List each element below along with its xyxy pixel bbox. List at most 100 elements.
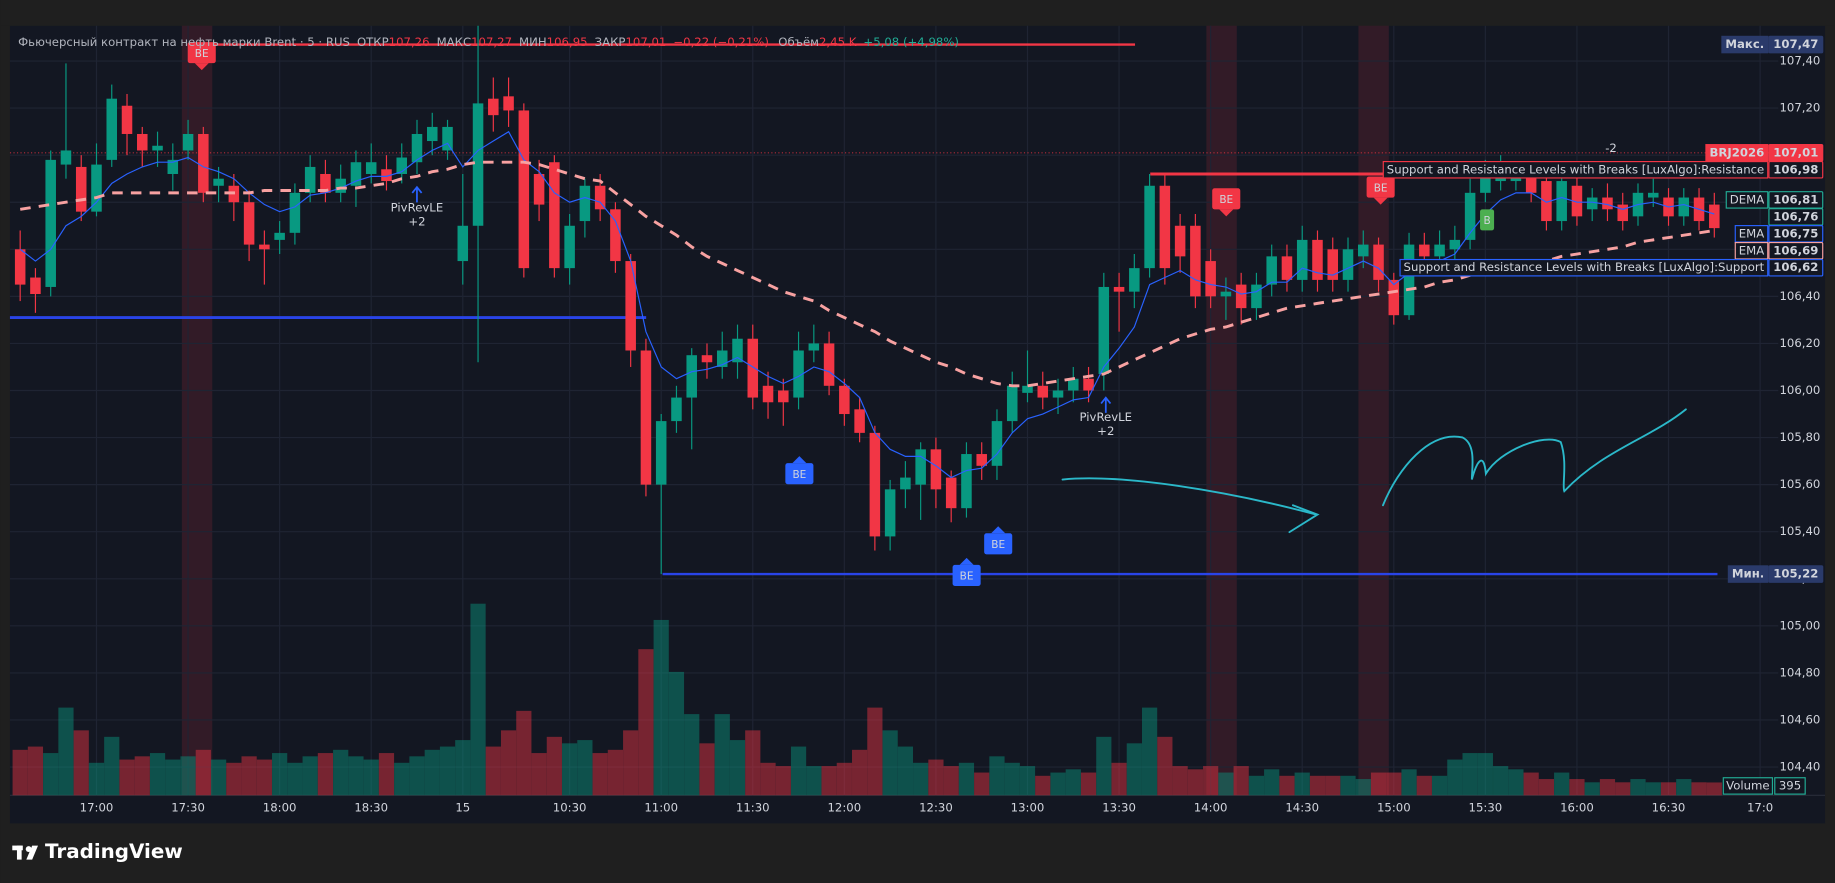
volume-label-box <box>1722 777 1774 795</box>
x-tick-label: 15 <box>455 801 470 815</box>
candle-body <box>839 385 850 415</box>
candle-body <box>381 169 392 182</box>
candle-body <box>655 421 667 485</box>
volume-bar <box>1691 782 1707 796</box>
signal-pointer <box>1373 197 1388 205</box>
candle-body <box>930 449 942 490</box>
signal-marker <box>785 463 814 485</box>
volume-bar <box>1340 775 1356 796</box>
candle-body <box>289 192 301 233</box>
volume-bar <box>1187 769 1203 796</box>
price-label-name: Support and Resistance Levels with Break… <box>1404 260 1765 274</box>
volume-bar <box>882 730 898 796</box>
candle-body <box>1144 185 1155 269</box>
candle-body <box>45 159 56 287</box>
candle-body <box>1022 385 1033 393</box>
candle-body <box>1098 286 1110 375</box>
candle-body <box>1266 256 1277 285</box>
volume-bar <box>134 756 150 796</box>
header-text: +5,08 (+4,98%) <box>863 35 959 49</box>
candle-body <box>533 173 545 205</box>
volume-bar <box>638 649 654 796</box>
signal-label: BE <box>960 571 974 583</box>
candle-body <box>488 98 499 116</box>
candle-body <box>1159 185 1171 269</box>
signal-marker <box>984 533 1013 555</box>
session-band <box>1206 25 1237 796</box>
volume-bar <box>516 710 532 796</box>
candle-body <box>778 390 789 403</box>
price-label-name: Support and Resistance Levels with Break… <box>1387 162 1764 176</box>
volume-bar <box>348 756 364 796</box>
volume-bar <box>928 759 944 796</box>
volume-bar <box>394 762 410 796</box>
header-text: 107,01 <box>625 35 666 49</box>
candle-body <box>167 159 179 174</box>
candle-body <box>1403 244 1415 316</box>
candle-body <box>610 209 621 262</box>
signal-marker <box>952 564 981 586</box>
candle-body <box>457 225 469 262</box>
y-tick-label: 105,00 <box>1779 618 1820 632</box>
session-band <box>1358 25 1389 796</box>
candle-body <box>1358 244 1369 257</box>
x-tick-label: 16:30 <box>1652 801 1686 815</box>
candle-body <box>350 162 362 186</box>
candle-body <box>60 150 72 165</box>
plot: 104,40104,60104,80105,00105,20105,40105,… <box>9 25 1826 815</box>
header-text: МАКС <box>437 35 472 49</box>
candle-body <box>1373 244 1384 280</box>
volume-bar <box>1111 762 1127 796</box>
price-label-name: Мин. <box>1732 567 1764 581</box>
x-tick-label: 15:30 <box>1469 801 1503 815</box>
pivot-arrow <box>411 185 423 203</box>
candle-body <box>1174 225 1186 257</box>
candle-body <box>900 477 911 490</box>
candle-body <box>1190 225 1201 297</box>
volume-bar <box>333 749 349 796</box>
volume-bar <box>607 749 624 796</box>
header-text: 2,45 K <box>819 35 857 49</box>
volume-bar <box>180 756 196 796</box>
volume-bar <box>1706 782 1722 796</box>
volume-bar <box>1538 779 1555 796</box>
volume-bar <box>760 762 776 796</box>
volume-bar <box>119 759 135 796</box>
candle-body <box>1342 249 1354 280</box>
logo-mark <box>16 845 22 860</box>
price-label-box <box>1768 258 1824 277</box>
candle-body <box>1006 385 1018 422</box>
candle-body <box>1388 279 1400 316</box>
x-tick-label: 17:0 <box>1747 801 1773 815</box>
volume-bar <box>958 762 975 796</box>
volume-bar <box>363 759 379 796</box>
candle-body <box>701 355 713 363</box>
signal-pointer <box>991 526 1006 534</box>
signal-pointer <box>959 557 974 565</box>
candle-body <box>823 343 835 386</box>
candle-body <box>686 355 697 398</box>
candle-body <box>991 421 1003 466</box>
candle-body <box>106 98 118 160</box>
volume-bar <box>790 746 807 796</box>
signal-label: BE <box>1374 182 1388 194</box>
header-text: ОТКР <box>357 35 389 49</box>
x-tick-label: 12:30 <box>919 801 953 815</box>
price-label-value: 107,01 <box>1773 145 1818 159</box>
volume-bar <box>302 756 318 796</box>
drawing <box>1061 408 1687 534</box>
candle-body <box>442 126 453 151</box>
header-text: −0,22 (−0,21%) <box>673 35 769 49</box>
candle-body <box>915 449 926 485</box>
candle-body <box>1709 204 1720 229</box>
volume-bar <box>562 743 578 796</box>
volume-bar <box>88 762 105 796</box>
candle-body <box>75 166 87 212</box>
candle-body <box>549 162 560 269</box>
volume-bar <box>1126 743 1142 796</box>
price-label-value: 106,98 <box>1773 162 1818 176</box>
volume-bar <box>745 730 761 796</box>
candle-body <box>625 261 636 351</box>
signal-label: BE <box>792 469 806 481</box>
candle-body <box>976 454 987 466</box>
